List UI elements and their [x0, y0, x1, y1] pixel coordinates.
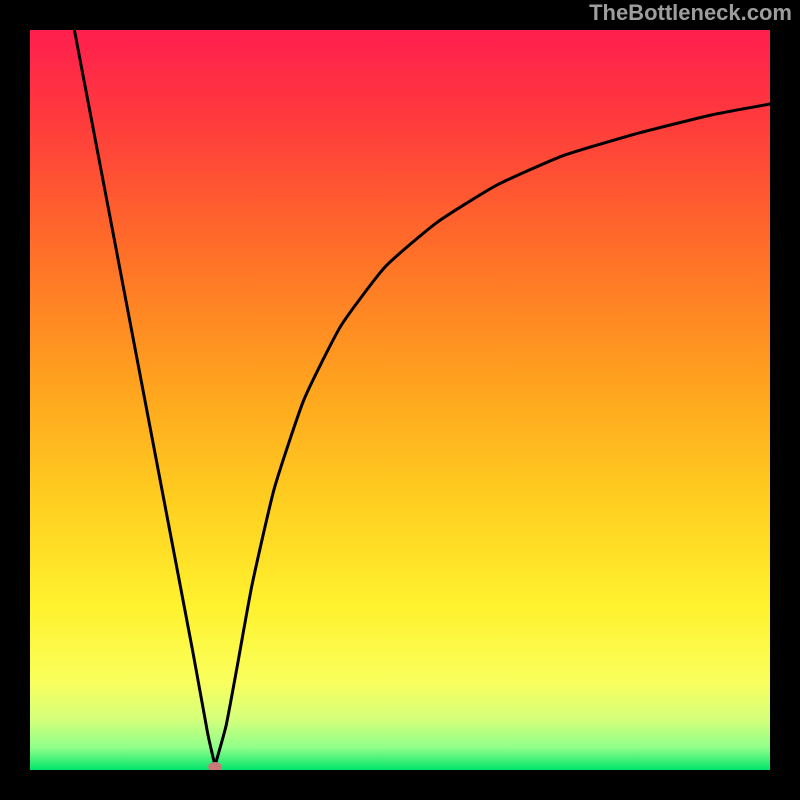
chart-container: TheBottleneck.com — [0, 0, 800, 800]
watermark-text: TheBottleneck.com — [589, 0, 792, 26]
gradient-background — [30, 30, 770, 770]
plot-area — [30, 30, 770, 770]
bottleneck-chart — [30, 30, 770, 770]
